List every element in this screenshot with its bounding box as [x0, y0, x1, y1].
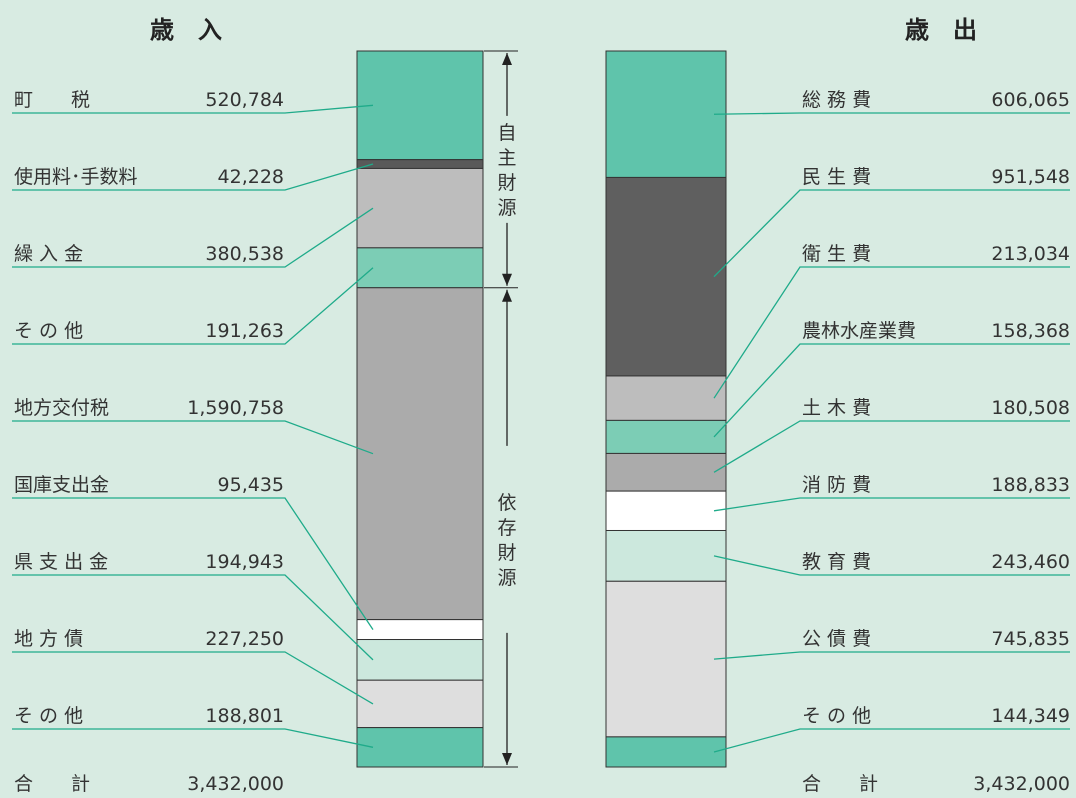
revenue-category-value: 191,263 [205, 320, 284, 342]
expenditure-bar-segment [605, 529, 727, 582]
expenditure-category-label: 土 木 費 [802, 397, 871, 419]
revenue-category-label: そ の 他 [14, 320, 83, 342]
expenditure-leader-line [713, 189, 1070, 278]
arrow-down-icon [502, 273, 512, 286]
revenue-bar-segment [356, 619, 484, 641]
group-label-self-funded-char: 財 [497, 172, 516, 194]
group-label-dependent-char: 源 [497, 567, 516, 589]
revenue-category-value: 194,943 [205, 551, 284, 573]
revenue-category-value: 380,538 [205, 243, 284, 265]
expenditure-bar-segment [605, 176, 727, 377]
revenue-title: 歳 入 [150, 16, 222, 44]
revenue-bar-segment [356, 50, 484, 161]
expenditure-category-label: 農林水産業費 [802, 320, 916, 342]
revenue-category-label: 県 支 出 金 [14, 551, 108, 573]
expenditure-category-label: 教 育 費 [802, 551, 871, 573]
revenue-category-label: 使用料･手数料 [14, 166, 138, 188]
revenue-category-label: 地 方 債 [14, 628, 83, 650]
revenue-bar-segment [356, 287, 484, 621]
revenue-category-label: 地方交付税 [14, 397, 109, 419]
group-label-dependent-char: 存 [497, 517, 516, 539]
expenditure-title: 歳 出 [905, 16, 977, 44]
expenditure-category-value: 745,835 [991, 628, 1070, 650]
revenue-leader-line [12, 207, 374, 268]
expenditure-category-label: そ の 他 [802, 705, 871, 727]
revenue-bar-segment [356, 727, 484, 768]
expenditure-category-label: 総 務 費 [802, 89, 871, 111]
group-label-self-funded-char: 源 [497, 197, 516, 219]
expenditure-leader-line [713, 343, 1070, 438]
expenditure-category-label: 消 防 費 [802, 474, 871, 496]
revenue-total-value: 3,432,000 [187, 773, 284, 795]
arrow-down-icon [502, 753, 512, 765]
expenditure-category-value: 180,508 [991, 397, 1070, 419]
revenue-category-value: 520,784 [205, 89, 284, 111]
revenue-leader-line [12, 728, 374, 748]
expenditure-leader-line [713, 266, 1070, 399]
revenue-leader-line [12, 163, 374, 191]
revenue-leader-line [12, 104, 374, 114]
revenue-leader-line [12, 420, 374, 455]
revenue-category-label: 町 税 [14, 89, 90, 111]
bar-segments [356, 50, 727, 768]
expenditure-category-label: 民 生 費 [802, 166, 871, 188]
expenditure-bar-segment [605, 375, 727, 421]
expenditure-bar-segment [605, 50, 727, 178]
revenue-leader-line [12, 267, 374, 345]
expenditure-leader-line [713, 497, 1070, 512]
revenue-leader-line [12, 651, 374, 705]
leader-lines [12, 104, 1070, 753]
expenditure-leader-line [713, 555, 1070, 576]
revenue-total-label: 合 計 [14, 773, 90, 795]
revenue-leader-line [12, 497, 374, 630]
expenditure-category-value: 243,460 [991, 551, 1070, 573]
expenditure-total-label: 合 計 [802, 773, 878, 795]
category-labels: 町 税 520,784 使用料･手数料 42,228 繰 入 金 380,538 そ の 他… [14, 89, 1070, 727]
expenditure-category-value: 951,548 [991, 166, 1070, 188]
expenditure-category-value: 213,034 [991, 243, 1070, 265]
expenditure-bar-segment [605, 452, 727, 492]
expenditure-bar-segment [605, 490, 727, 531]
expenditure-leader-line [713, 112, 1070, 115]
expenditure-bar-segment [605, 580, 727, 738]
expenditure-bar-segment [605, 736, 727, 768]
revenue-leader-line [12, 574, 374, 661]
expenditure-leader-line [713, 651, 1070, 660]
revenue-bar-segment [356, 167, 484, 249]
expenditure-category-value: 188,833 [991, 474, 1070, 496]
arrow-up-icon [502, 289, 512, 302]
revenue-category-value: 227,250 [205, 628, 284, 650]
group-label-self-funded-char: 自 [497, 122, 516, 144]
revenue-category-value: 1,590,758 [187, 397, 284, 419]
revenue-category-value: 188,801 [205, 705, 284, 727]
revenue-bar-segment [356, 679, 484, 729]
expenditure-leader-line [713, 728, 1070, 753]
revenue-category-label: 国庫支出金 [14, 474, 109, 496]
group-label-dependent-char: 依 [497, 492, 516, 514]
expenditure-category-value: 158,368 [991, 320, 1070, 342]
revenue-category-value: 42,228 [218, 166, 284, 188]
revenue-bar-segment [356, 159, 484, 169]
expenditure-category-value: 144,349 [991, 705, 1070, 727]
expenditure-leader-line [713, 420, 1070, 473]
group-label-self-funded-char: 主 [497, 147, 516, 169]
revenue-category-label: そ の 他 [14, 705, 83, 727]
revenue-category-value: 95,435 [218, 474, 284, 496]
arrow-up-icon [502, 53, 512, 65]
group-label-dependent-char: 財 [497, 542, 516, 564]
revenue-category-label: 繰 入 金 [14, 243, 83, 265]
expenditure-category-label: 公 債 費 [802, 628, 871, 650]
revenue-bar-segment [356, 247, 484, 289]
expenditure-category-value: 606,065 [991, 89, 1070, 111]
revenue-bar-segment [356, 639, 484, 681]
expenditure-bar-segment [605, 419, 727, 454]
expenditure-category-label: 衛 生 費 [802, 243, 871, 265]
expenditure-total-value: 3,432,000 [973, 773, 1070, 795]
